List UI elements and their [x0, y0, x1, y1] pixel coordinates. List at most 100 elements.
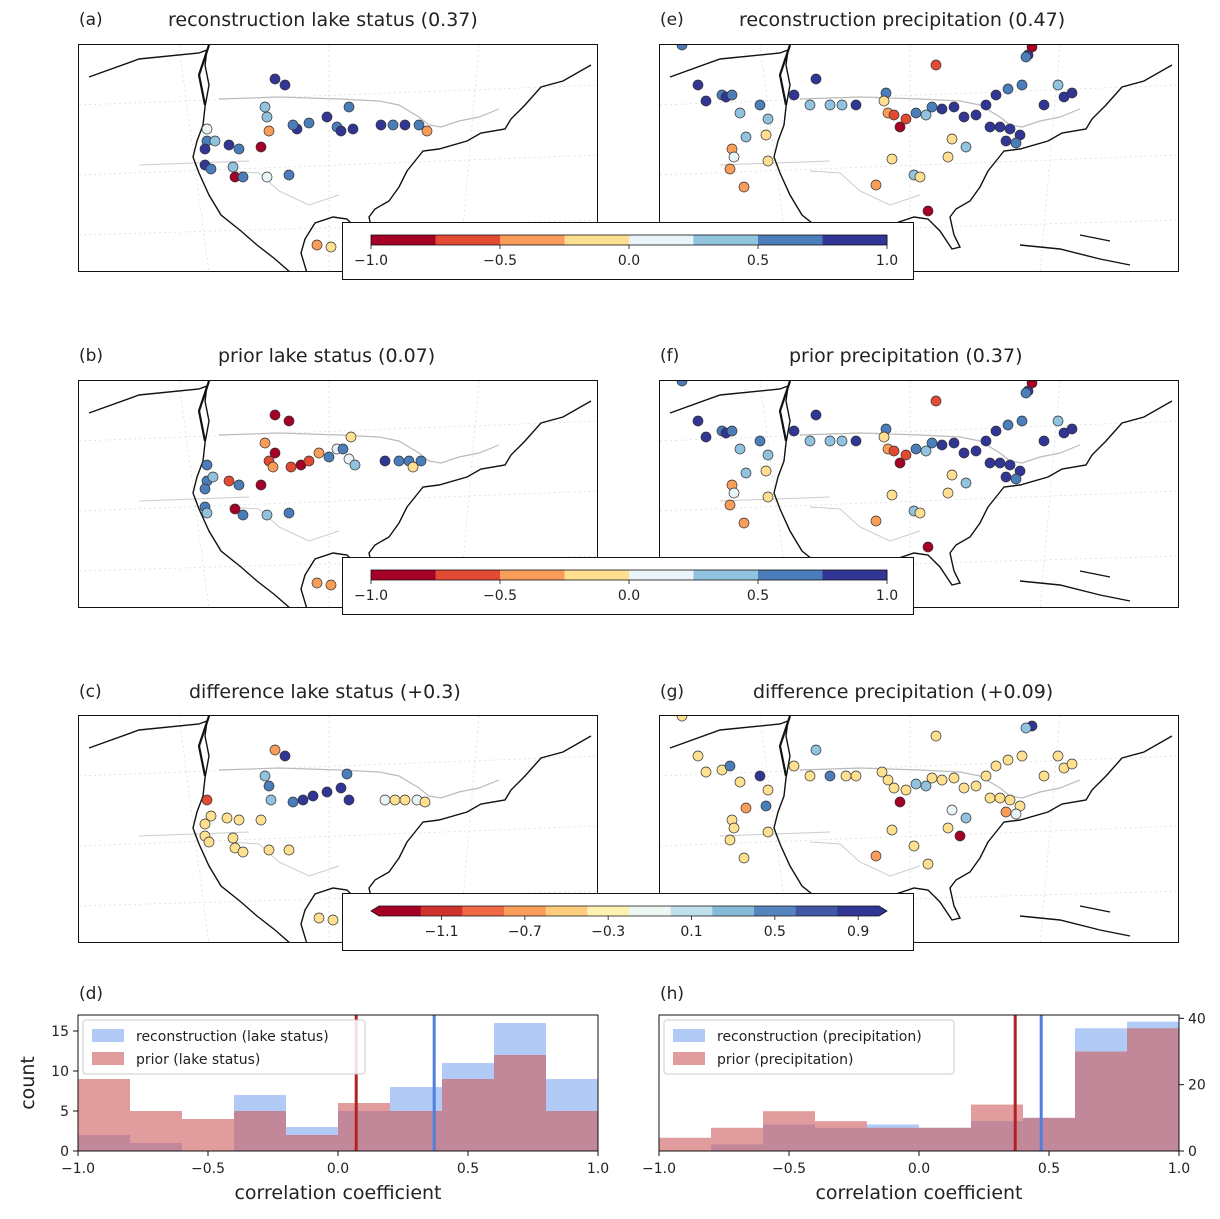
site-marker [762, 449, 774, 461]
site-marker [788, 425, 800, 437]
site-marker [269, 409, 281, 421]
site-marker [734, 443, 746, 455]
site-marker [1052, 750, 1064, 762]
site-marker [223, 139, 235, 151]
colorbar-segment [795, 906, 838, 916]
site-marker [738, 517, 750, 529]
colorbar-segment [371, 570, 436, 580]
site-marker [894, 121, 906, 133]
site-marker [942, 487, 954, 499]
colorbar-difference: −1.1 −0.7 −0.3 0.1 0.5 0.9 [342, 893, 914, 951]
site-marker [279, 79, 291, 91]
site-marker [850, 435, 862, 447]
site-marker [287, 796, 299, 808]
site-marker [762, 784, 774, 796]
site-marker [325, 579, 337, 591]
site-marker [910, 778, 922, 790]
colorbar-tick-label: −0.5 [483, 588, 517, 604]
site-marker [1000, 135, 1012, 147]
site-marker [692, 415, 704, 427]
x-tick-label: 0.5 [1038, 1161, 1060, 1177]
histogram-plot-area [78, 1015, 598, 1151]
site-marker [259, 770, 271, 782]
site-marker [1002, 419, 1014, 431]
site-marker [227, 832, 239, 844]
colorbar-segment [693, 235, 759, 245]
site-marker [692, 750, 704, 762]
site-marker [900, 113, 912, 125]
colorbar-segment [564, 570, 630, 580]
colorbar-tick-label: 0.5 [764, 924, 786, 940]
site-marker [910, 107, 922, 119]
site-marker [1010, 137, 1022, 149]
site-marker [788, 760, 800, 772]
site-marker [726, 425, 738, 437]
site-marker [762, 826, 774, 838]
colorbar-tick-label: 0.0 [618, 588, 640, 604]
site-marker [1066, 423, 1078, 435]
y-tick-label: 0 [1188, 1144, 1197, 1160]
site-marker [970, 780, 982, 792]
site-marker [990, 760, 1002, 772]
site-marker [321, 111, 333, 123]
legend-entry: reconstruction (lake status) [136, 1029, 329, 1045]
panel-f-label: (f) [660, 346, 680, 366]
histogram-bar-prior [182, 1119, 234, 1151]
legend-swatch [92, 1052, 124, 1065]
site-marker [265, 794, 277, 806]
site-marker [341, 768, 353, 780]
site-marker [261, 171, 273, 183]
site-marker [760, 465, 772, 477]
site-marker [199, 143, 211, 155]
site-marker [930, 59, 942, 71]
map-panel-e [659, 44, 1179, 272]
site-marker [1066, 87, 1078, 99]
site-marker [870, 515, 882, 527]
site-marker [900, 784, 912, 796]
site-marker [269, 447, 281, 459]
site-marker [980, 99, 992, 111]
site-marker [926, 101, 938, 113]
site-marker [237, 509, 249, 521]
colorbar-segment [629, 235, 694, 245]
site-marker [221, 812, 233, 824]
site-marker [788, 89, 800, 101]
site-marker [201, 459, 213, 471]
histogram-legend: reconstruction (precipitation) prior (pre… [663, 1019, 955, 1075]
site-marker [910, 443, 922, 455]
panel-g-title: difference precipitation (+0.09) [753, 681, 1054, 703]
site-marker [1000, 806, 1012, 818]
site-marker [233, 143, 245, 155]
site-marker [990, 89, 1002, 101]
panel-d-label: (d) [79, 984, 104, 1004]
site-marker [942, 151, 954, 163]
site-marker [335, 782, 347, 794]
site-marker [233, 479, 245, 491]
site-marker [269, 73, 281, 85]
site-marker [760, 800, 772, 812]
colorbar-tick-label: 0.0 [618, 253, 640, 269]
site-marker [994, 457, 1006, 469]
site-marker [946, 133, 958, 145]
x-tick-label: 0.0 [327, 1161, 349, 1177]
site-marker [389, 794, 401, 806]
x-tick-label: 1.0 [587, 1161, 609, 1177]
site-marker [1010, 473, 1022, 485]
histogram-bar-prior [815, 1121, 867, 1151]
site-marker [984, 792, 996, 804]
site-marker [754, 770, 766, 782]
histogram-bar-prior [494, 1055, 546, 1151]
site-marker [279, 750, 291, 762]
site-marker [850, 99, 862, 111]
site-marker [960, 812, 972, 824]
histogram-legend: reconstruction (lake status) prior (lake … [82, 1019, 366, 1075]
site-marker [1002, 754, 1014, 766]
site-marker [237, 171, 249, 183]
y-tick-label: 10 [51, 1064, 69, 1080]
site-marker [283, 415, 295, 427]
panel-h-label: (h) [660, 984, 685, 1004]
site-marker [700, 431, 712, 443]
site-marker [908, 840, 920, 852]
site-marker [1026, 381, 1038, 389]
site-marker [810, 744, 822, 756]
